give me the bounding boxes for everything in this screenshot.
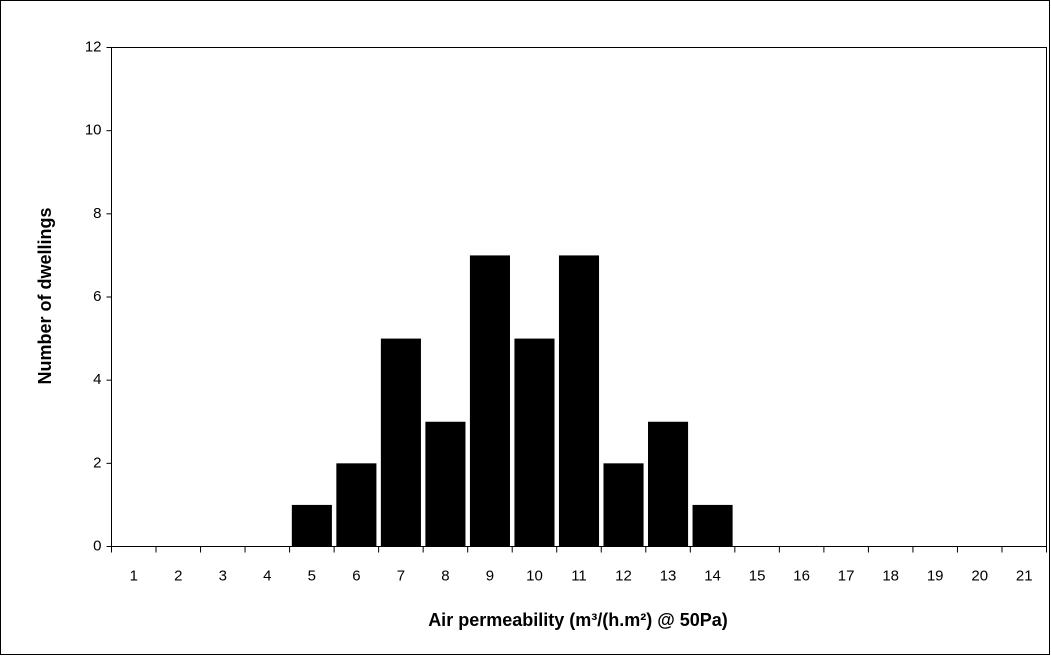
x-tick-label: 13 [660,567,677,584]
x-tick-label: 15 [749,567,766,584]
bar [692,504,733,547]
y-tick-label: 10 [85,122,102,139]
y-tick-label: 8 [93,205,101,222]
bar [380,338,421,547]
x-tick-label: 18 [882,567,899,584]
y-tick-label: 0 [93,537,101,554]
x-tick-label: 4 [263,567,271,584]
bar [336,463,377,547]
y-tick-label: 12 [85,38,102,55]
y-tick-label: 2 [93,454,101,471]
bar [469,255,510,547]
x-tick-label: 6 [352,567,360,584]
x-tick-label: 8 [441,567,449,584]
bar [514,338,555,547]
bar [425,421,466,547]
x-tick-label: 2 [174,567,182,584]
x-tick-label: 20 [971,567,988,584]
x-tick-label: 17 [838,567,855,584]
y-tick-label: 4 [93,371,101,388]
x-tick-label: 21 [1016,567,1033,584]
x-tick-label: 10 [526,567,543,584]
y-tick-label: 6 [93,288,101,305]
x-tick-label: 9 [486,567,494,584]
x-tick-label: 5 [308,567,316,584]
x-tick-label: 3 [219,567,227,584]
bar [603,463,644,547]
bar [648,421,689,547]
x-tick-label: 19 [927,567,944,584]
x-tick-label: 11 [571,567,587,584]
x-tick-label: 7 [397,567,405,584]
x-tick-label: 14 [704,567,721,584]
y-axis-title: Number of dwellings [35,207,55,384]
bar [558,255,600,547]
x-axis-title: Air permeability (m³/(h.m²) @ 50Pa) [428,610,728,630]
x-tick-label: 12 [615,567,632,584]
bar [291,504,332,547]
x-tick-label: 1 [130,567,138,584]
x-tick-label: 16 [793,567,810,584]
